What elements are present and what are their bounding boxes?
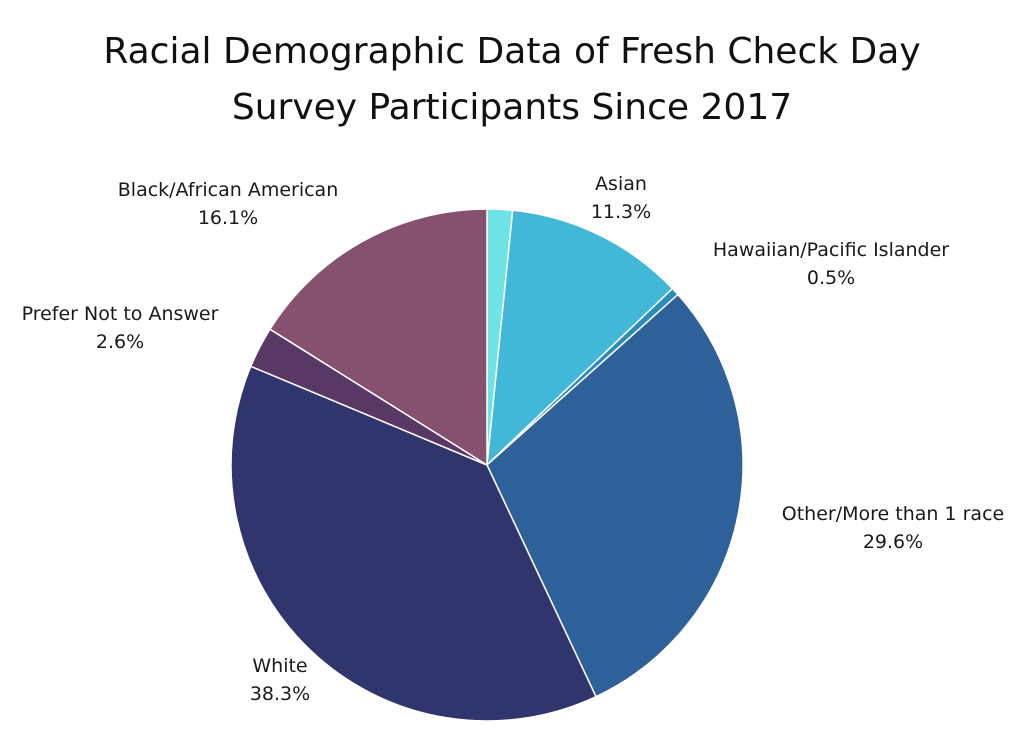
slice-label-other-more-than-1-race: Other/More than 1 race 29.6% — [782, 500, 1004, 556]
pie-slice-other-more-than-1-race — [486, 293, 744, 698]
slice-label-white-name: White — [252, 655, 308, 677]
slice-label-asian: Asian 11.3% — [591, 170, 651, 226]
slice-label-hawaiian-pacific-islander-value: 0.5% — [806, 267, 856, 289]
slice-label-white: White 38.3% — [250, 652, 310, 708]
slice-label-black-african-american-value: 16.1% — [197, 207, 259, 229]
slice-label-other-more-than-1-race-name: Other/More than 1 race — [781, 503, 1005, 525]
slice-label-hawaiian-pacific-islander-name: Hawaiian/Pacific Islander — [712, 239, 950, 261]
slice-label-hawaiian-pacific-islander: Hawaiian/Pacific Islander 0.5% — [713, 236, 949, 292]
slice-label-prefer-not-to-answer-value: 2.6% — [95, 331, 145, 353]
pie-slice-white — [230, 365, 597, 722]
chart-title: Racial Demographic Data of Fresh Check D… — [0, 24, 1024, 136]
slice-label-asian-value: 11.3% — [590, 201, 652, 223]
pie-slice-black-african-american — [269, 208, 488, 466]
slice-label-black-african-american: Black/African American 16.1% — [118, 176, 339, 232]
slice-label-black-african-american-name: Black/African American — [117, 179, 339, 201]
slice-label-prefer-not-to-answer-name: Prefer Not to Answer — [21, 303, 219, 325]
slice-label-white-value: 38.3% — [249, 683, 311, 705]
chart-title-line-2: Survey Participants Since 2017 — [231, 87, 793, 128]
chart-title-line-1: Racial Demographic Data of Fresh Check D… — [103, 31, 921, 72]
slice-label-other-more-than-1-race-value: 29.6% — [862, 531, 924, 553]
slice-label-asian-name: Asian — [595, 173, 647, 195]
pie-slice-asian — [486, 209, 674, 466]
slice-label-prefer-not-to-answer: Prefer Not to Answer 2.6% — [22, 300, 219, 356]
